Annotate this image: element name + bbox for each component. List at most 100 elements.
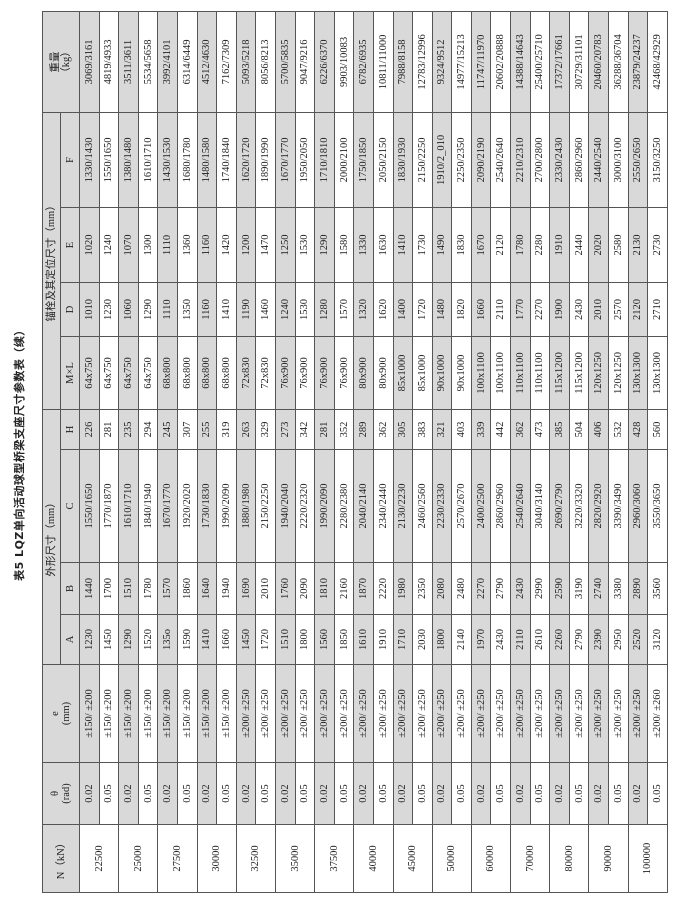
cell-f: 2000/2100 — [334, 112, 354, 208]
cell-a: 1560 — [314, 614, 335, 665]
cell-f: 1680/1780 — [177, 112, 198, 208]
cell-ml: 100x1100 — [471, 336, 491, 410]
cell-weight: 8056/8213 — [255, 11, 276, 113]
cell-c: 3390/3490 — [608, 449, 629, 563]
cell-c: 2130/2230 — [393, 449, 413, 563]
cell-e: ±150/ ±200 — [216, 664, 237, 763]
cell-h: 342 — [295, 409, 315, 450]
table-row: 0.05 ±200/ ±250 2950 3380 3390/3490 532 120x12… — [608, 11, 629, 892]
cell-theta: 0.05 — [255, 762, 276, 825]
cell-d: 1320 — [353, 282, 374, 337]
cell-c: 2820/2920 — [588, 449, 609, 563]
bearing-dimension-table: N（kN） θ (rad) e (mm) 外形尺寸（mm） 锚栓及其定位尺寸（mm）… — [42, 10, 668, 893]
cell-h: 406 — [588, 409, 609, 450]
cell-a: 1800 — [295, 614, 315, 665]
cell-e: ±150/ ±200 — [79, 664, 100, 763]
cell-ml: 85x1000 — [412, 336, 433, 410]
cell-c: 2540/2640 — [510, 449, 531, 563]
cell-c: 2400/2500 — [471, 449, 491, 563]
cell-e2: 1290 — [314, 207, 335, 283]
cell-b: 1700 — [99, 562, 119, 615]
cell-b: 1810 — [314, 562, 335, 615]
cell-b: 2890 — [628, 562, 648, 615]
cell-e: ±200/ ±250 — [569, 664, 589, 763]
cell-f: 2860/2960 — [569, 112, 589, 208]
cell-c: 1730/1830 — [197, 449, 217, 563]
cell-theta: 0.02 — [197, 762, 217, 825]
cell-a: 135o — [157, 614, 178, 665]
table-row: 70000 0.02 ±200/ ±250 2110 2430 2540/2640 362 1… — [510, 11, 550, 893]
cell-b: 1980 — [393, 562, 413, 615]
cell-d: 2570 — [608, 282, 629, 337]
cell-weight: 6226/6370 — [314, 11, 335, 113]
cell-h: 255 — [197, 409, 217, 450]
cell-theta: 0.05 — [295, 762, 315, 825]
header-n: N（kN） — [42, 824, 80, 893]
table-row: 0.05 ±200/ ±250 2610 2990 3040/3140 473 110x11… — [530, 11, 550, 892]
cell-a: 1450 — [99, 614, 119, 665]
cell-f: 1910/2_010 — [432, 112, 452, 208]
cell-e: ±150/ ±200 — [118, 664, 139, 763]
cell-ml: 80x900 — [373, 336, 393, 410]
cell-weight: 3069/3161 — [79, 11, 100, 113]
cell-weight: 42468/42929 — [647, 11, 668, 113]
cell-a: 1660 — [216, 614, 237, 665]
cell-a: 1710 — [393, 614, 413, 665]
cell-weight: 14388/14643 — [510, 11, 531, 113]
table-row: 32500 0.02 ±200/ ±250 1450 1690 1880/1980 263 7… — [236, 11, 276, 893]
cell-c: 2460/2560 — [412, 449, 433, 563]
cell-h: 289 — [353, 409, 374, 450]
cell-e2: 1630 — [373, 207, 393, 283]
header-outline-group: 外形尺寸（mm） — [42, 409, 61, 665]
cell-c: 2570/2670 — [451, 449, 472, 563]
header-theta-unit: (rad) — [61, 783, 72, 804]
cell-weight: 3511/3611 — [118, 11, 139, 113]
header-c: C — [60, 449, 80, 563]
table-row: 0.05 ±200/ ±250 1850 2160 2280/2380 352 76x900… — [334, 11, 354, 892]
cell-b: 3560 — [647, 562, 668, 615]
cell-f: 1620/1720 — [236, 112, 256, 208]
cell-weight: 25400/25710 — [530, 11, 550, 113]
table-row: 60000 0.02 ±200/ ±250 1970 2270 2400/2500 339 1… — [471, 11, 511, 893]
cell-theta: 0.05 — [530, 762, 550, 825]
cell-c: 1940/2040 — [275, 449, 296, 563]
cell-b: 2430 — [510, 562, 531, 615]
cell-ml: 64x750 — [79, 336, 100, 410]
table-row: 37500 0.02 ±200/ ±250 1560 1810 1990/2090 281 7… — [314, 11, 354, 893]
cell-theta: 0.05 — [451, 762, 472, 825]
cell-h: 428 — [628, 409, 648, 450]
table-row: 35000 0.02 ±200/ ±250 1510 1760 1940/2040 273 7… — [275, 11, 315, 893]
cell-e: ±150/ ±200 — [157, 664, 178, 763]
table-row: 40000 0.02 ±200/ ±250 1610 1870 2040/2140 289 8… — [353, 11, 393, 893]
cell-ml: 110x1100 — [510, 336, 531, 410]
cell-h: 245 — [157, 409, 178, 450]
cell-e: ±200/ ±250 — [412, 664, 433, 763]
cell-ml: 115x1200 — [549, 336, 570, 410]
cell-b: 1570 — [157, 562, 178, 615]
cell-theta: 0.02 — [275, 762, 296, 825]
table-row: 27500 0.02 ±150/ ±200 135o 1570 1670/1770 245 6… — [157, 11, 198, 893]
cell-b: 1780 — [138, 562, 158, 615]
cell-h: 339 — [471, 409, 491, 450]
cell-d: 2710 — [647, 282, 668, 337]
cell-e: ±200/ ±250 — [255, 664, 276, 763]
cell-ml: 130x1300 — [628, 336, 648, 410]
cell-h: 403 — [451, 409, 472, 450]
cell-ml: 120x1250 — [588, 336, 609, 410]
cell-a: 2520 — [628, 614, 648, 665]
cell-d: 1190 — [236, 282, 256, 337]
cell-e: ±200/ ±250 — [510, 664, 531, 763]
cell-weight: 14977/15213 — [451, 11, 472, 113]
table-row: 0.05 ±200/ ±250 2430 2790 2860/2960 442 100x11… — [490, 11, 511, 892]
header-e2: E — [60, 207, 80, 283]
cell-a: 1520 — [138, 614, 158, 665]
cell-a: 1590 — [177, 614, 198, 665]
cell-h: 263 — [236, 409, 256, 450]
cell-weight: 30729/31101 — [569, 11, 589, 113]
cell-n: 32500 — [236, 824, 276, 893]
cell-theta: 0.05 — [99, 762, 119, 825]
cell-weight: 11747/11970 — [471, 11, 491, 113]
cell-c: 2690/2790 — [549, 449, 570, 563]
cell-c: 3550/3650 — [647, 449, 668, 563]
cell-b: 3190 — [569, 562, 589, 615]
